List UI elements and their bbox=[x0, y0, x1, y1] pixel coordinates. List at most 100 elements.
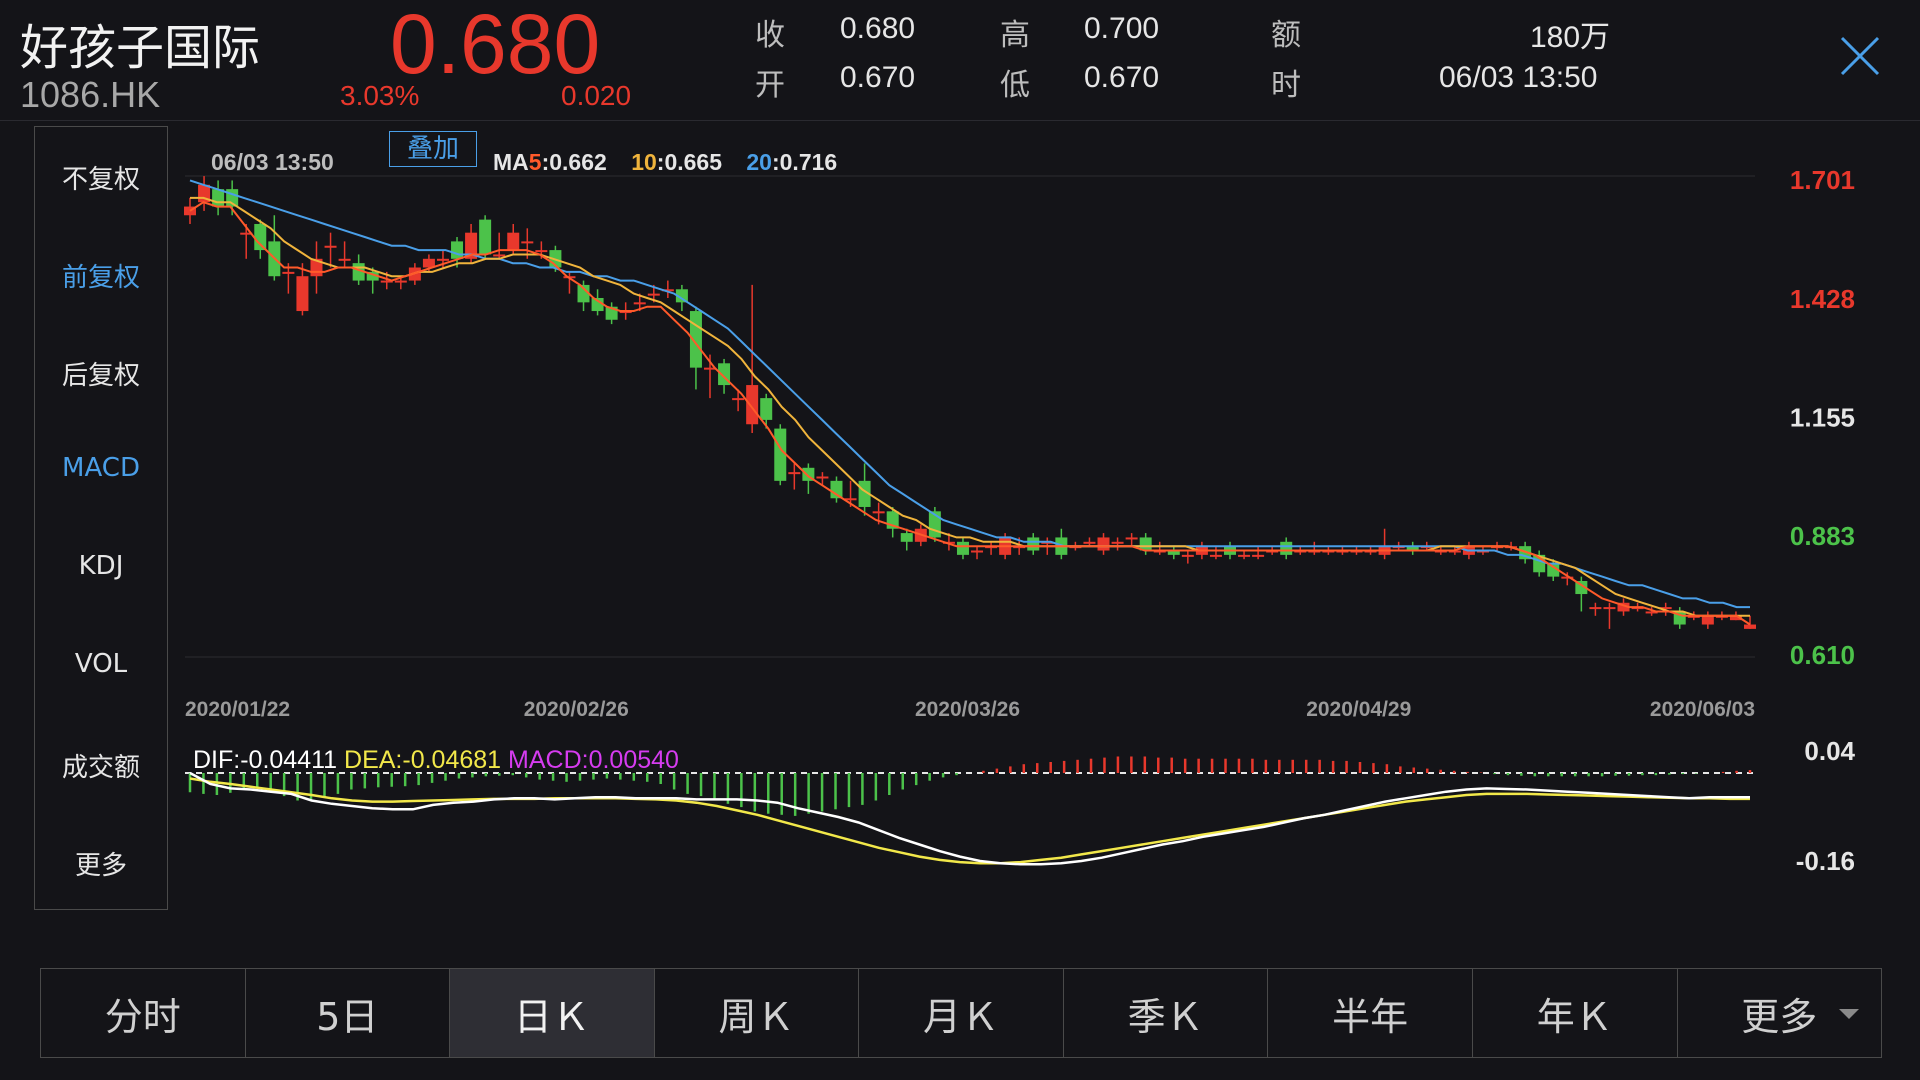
candle bbox=[184, 197, 196, 224]
candle-body bbox=[900, 533, 913, 542]
candle-body bbox=[324, 245, 337, 248]
candle bbox=[661, 280, 674, 298]
candle-body bbox=[577, 284, 590, 303]
candle bbox=[1378, 528, 1391, 560]
macd-axis: 0.04 -0.16 bbox=[1796, 736, 1856, 876]
date-tick-label: 2020/01/22 bbox=[185, 698, 290, 721]
candle-body bbox=[1209, 554, 1222, 557]
candle bbox=[774, 424, 787, 486]
candle-body bbox=[1561, 576, 1574, 579]
candle bbox=[746, 284, 759, 433]
candle-body bbox=[1308, 550, 1321, 553]
date-axis: 2020/01/22 2020/02/26 2020/03/26 2020/04/29… bbox=[185, 698, 1755, 721]
overlay-button[interactable]: 叠加 bbox=[389, 131, 477, 167]
candle bbox=[732, 389, 745, 412]
macd-tick-label: 0.04 bbox=[1804, 736, 1855, 766]
tab-yearly-k[interactable]: 年Ｋ bbox=[1473, 969, 1678, 1057]
menu-turnover[interactable]: 成交额 bbox=[61, 753, 140, 783]
tab-more-label: 更多 bbox=[1741, 994, 1818, 1039]
candle-body bbox=[816, 476, 829, 479]
tab-half-year[interactable]: 半年 bbox=[1268, 969, 1473, 1057]
candle bbox=[1575, 576, 1588, 612]
candle bbox=[689, 306, 702, 390]
indicator-menu: 不复权 前复权 后复权 MACD KDJ VOL 成交额 更多 bbox=[34, 126, 168, 910]
candle bbox=[1589, 602, 1602, 616]
candle bbox=[830, 476, 843, 503]
candle-body bbox=[535, 250, 548, 253]
close-icon[interactable] bbox=[1838, 34, 1882, 78]
candle-body bbox=[1631, 607, 1644, 610]
macd-tick-label: -0.16 bbox=[1796, 846, 1855, 876]
macd-legend: DIF:-0.04411 DEA:-0.04681 MACD:0.00540 bbox=[193, 746, 679, 774]
menu-vol[interactable]: VOL bbox=[74, 649, 128, 679]
menu-no-adjust[interactable]: 不复权 bbox=[61, 165, 140, 195]
candle-body bbox=[1729, 615, 1742, 621]
menu-macd[interactable]: MACD bbox=[62, 453, 140, 483]
date-tick-label: 2020/06/03 bbox=[1650, 698, 1755, 721]
ma10-period: 10 bbox=[631, 149, 657, 175]
candle-body bbox=[521, 241, 534, 244]
menu-forward-adjust[interactable]: 前复权 bbox=[61, 263, 140, 293]
menu-backward-adjust[interactable]: 后复权 bbox=[61, 361, 140, 391]
candle bbox=[1209, 546, 1222, 560]
ma20-period: 20 bbox=[746, 149, 772, 175]
candle-body bbox=[1139, 537, 1152, 551]
candle bbox=[1083, 537, 1096, 547]
candle bbox=[1603, 602, 1616, 629]
macd-value: MACD:0.00540 bbox=[508, 746, 679, 774]
candle-body bbox=[1280, 541, 1293, 555]
candle-body bbox=[830, 480, 843, 499]
candle-body bbox=[1715, 615, 1728, 618]
candle-body bbox=[366, 271, 379, 281]
dea-line bbox=[189, 777, 1750, 865]
candle bbox=[1617, 598, 1630, 616]
candle bbox=[577, 280, 590, 312]
date-tick-label: 2020/03/26 bbox=[915, 698, 1020, 721]
tab-more[interactable]: 更多 bbox=[1678, 969, 1882, 1057]
candle bbox=[1673, 607, 1686, 629]
menu-kdj[interactable]: KDJ bbox=[78, 551, 124, 581]
last-price: 0.680 bbox=[390, 0, 601, 91]
price-tick-label: 1.428 bbox=[1790, 284, 1855, 314]
price-tick-label: 1.155 bbox=[1790, 403, 1855, 433]
quote-time-value: 06/03 13:50 bbox=[1439, 61, 1598, 94]
ma20-value: :0.716 bbox=[772, 149, 837, 175]
candle-body bbox=[732, 398, 745, 401]
candle-body bbox=[746, 385, 759, 425]
candle bbox=[1561, 572, 1574, 586]
tab-monthly-k[interactable]: 月Ｋ bbox=[859, 969, 1064, 1057]
quote-low-label: 低 bbox=[1000, 68, 1030, 103]
tab-weekly-k[interactable]: 周Ｋ bbox=[655, 969, 860, 1057]
menu-more[interactable]: 更多 bbox=[74, 851, 127, 881]
candle bbox=[1406, 541, 1419, 555]
candle-body bbox=[1252, 554, 1265, 557]
candle bbox=[1308, 541, 1321, 555]
price-tick-label: 0.883 bbox=[1790, 521, 1855, 551]
candle bbox=[1027, 533, 1040, 555]
dif-line bbox=[189, 771, 1750, 866]
candlesticks bbox=[184, 176, 1756, 629]
tab-daily-k[interactable]: 日Ｋ bbox=[450, 969, 655, 1057]
candle bbox=[591, 289, 604, 316]
tab-5day[interactable]: 5日 bbox=[246, 969, 451, 1057]
candle bbox=[338, 241, 351, 268]
candle bbox=[479, 215, 492, 259]
candle-body bbox=[282, 271, 295, 274]
ma-prefix: MA bbox=[493, 149, 529, 175]
candle bbox=[985, 541, 998, 555]
tab-intraday[interactable]: 分时 bbox=[41, 969, 246, 1057]
ma5-period: 5 bbox=[529, 149, 542, 175]
candle bbox=[254, 219, 267, 259]
candle-body bbox=[1476, 550, 1489, 553]
ma5-value: :0.662 bbox=[542, 149, 607, 175]
candle-body bbox=[1350, 550, 1363, 553]
candle-body bbox=[591, 297, 604, 312]
candle-body bbox=[1575, 580, 1588, 595]
candle-body bbox=[1364, 550, 1377, 553]
candle-body bbox=[844, 498, 857, 501]
candle bbox=[971, 546, 984, 560]
candle-body bbox=[774, 428, 787, 481]
tab-quarterly-k[interactable]: 季Ｋ bbox=[1064, 969, 1269, 1057]
candle-body bbox=[661, 289, 674, 292]
